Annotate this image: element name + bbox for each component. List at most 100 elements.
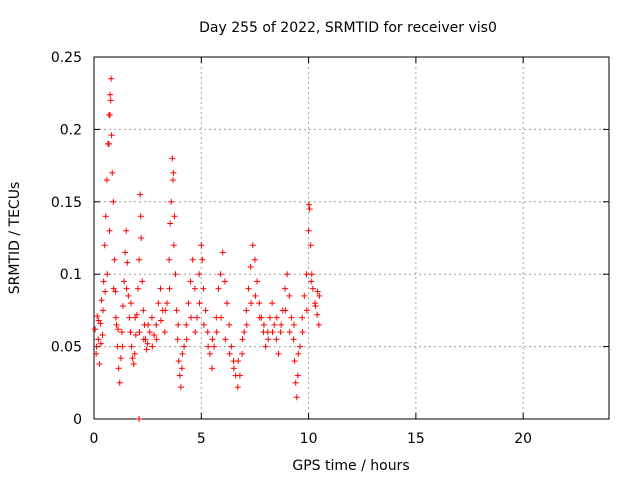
data-point bbox=[175, 321, 182, 328]
y-tick-label: 0.05 bbox=[51, 340, 82, 356]
data-point bbox=[269, 329, 276, 336]
data-point bbox=[187, 278, 194, 285]
data-point bbox=[166, 285, 173, 292]
data-point bbox=[108, 132, 115, 139]
data-point bbox=[134, 285, 141, 292]
data-point bbox=[199, 256, 206, 263]
data-point bbox=[139, 278, 146, 285]
data-point bbox=[308, 278, 315, 285]
data-point bbox=[104, 271, 111, 278]
data-point bbox=[290, 321, 297, 328]
data-point bbox=[96, 360, 103, 367]
data-point bbox=[284, 271, 291, 278]
data-point bbox=[314, 311, 321, 318]
data-point bbox=[286, 329, 293, 336]
data-point bbox=[140, 336, 147, 343]
data-point bbox=[230, 365, 237, 372]
data-point bbox=[224, 300, 231, 307]
data-point bbox=[125, 292, 132, 299]
y-tick-label: 0.2 bbox=[60, 122, 82, 138]
data-point bbox=[291, 358, 298, 365]
data-point bbox=[245, 285, 252, 292]
data-point bbox=[192, 329, 199, 336]
data-point bbox=[309, 285, 316, 292]
data-points bbox=[92, 75, 323, 422]
data-point bbox=[239, 350, 246, 357]
data-point bbox=[102, 213, 109, 220]
data-point bbox=[107, 97, 114, 104]
data-point bbox=[226, 321, 233, 328]
data-point bbox=[108, 75, 115, 82]
data-point bbox=[191, 285, 198, 292]
data-point bbox=[303, 307, 310, 314]
data-point bbox=[196, 271, 203, 278]
data-point bbox=[117, 355, 124, 362]
data-point bbox=[295, 350, 302, 357]
data-point bbox=[172, 271, 179, 278]
data-point bbox=[290, 336, 297, 343]
data-point bbox=[200, 285, 207, 292]
data-point bbox=[170, 169, 177, 176]
data-point bbox=[174, 336, 181, 343]
data-point bbox=[215, 285, 222, 292]
data-point bbox=[269, 300, 276, 307]
data-point bbox=[303, 271, 310, 278]
data-point bbox=[226, 350, 233, 357]
x-tick-labels: 0 5 10 15 20 bbox=[90, 431, 533, 447]
data-point bbox=[153, 336, 160, 343]
data-point bbox=[175, 358, 182, 365]
data-point bbox=[248, 300, 255, 307]
x-tick-label: 5 bbox=[197, 431, 206, 447]
data-point bbox=[161, 329, 168, 336]
data-point bbox=[92, 326, 99, 333]
data-point bbox=[136, 329, 143, 336]
data-point bbox=[273, 336, 280, 343]
data-point bbox=[177, 384, 184, 391]
data-point bbox=[132, 332, 139, 339]
data-point bbox=[100, 307, 107, 314]
data-point bbox=[204, 329, 211, 336]
data-point bbox=[137, 191, 144, 198]
data-point bbox=[112, 314, 119, 321]
data-point bbox=[109, 169, 116, 176]
data-point bbox=[266, 314, 273, 321]
data-point bbox=[286, 292, 293, 299]
data-point bbox=[249, 242, 256, 249]
data-point bbox=[228, 343, 235, 350]
data-point bbox=[157, 285, 164, 292]
data-point bbox=[292, 379, 299, 386]
data-point bbox=[115, 365, 122, 372]
data-point bbox=[241, 329, 248, 336]
data-point bbox=[127, 329, 134, 336]
data-point bbox=[136, 256, 143, 263]
data-point bbox=[102, 288, 109, 295]
data-point bbox=[243, 307, 250, 314]
data-point bbox=[107, 91, 114, 98]
data-point bbox=[140, 307, 147, 314]
data-point bbox=[288, 314, 295, 321]
data-point bbox=[209, 336, 216, 343]
data-point bbox=[168, 198, 175, 205]
data-point bbox=[301, 292, 308, 299]
data-point bbox=[189, 256, 196, 263]
data-point bbox=[93, 343, 100, 350]
data-point bbox=[95, 336, 102, 343]
data-point bbox=[123, 285, 130, 292]
y-tick-label: 0.15 bbox=[51, 195, 82, 211]
data-point bbox=[256, 314, 263, 321]
data-point bbox=[222, 336, 229, 343]
data-point bbox=[254, 278, 261, 285]
data-point bbox=[218, 314, 225, 321]
data-point bbox=[169, 155, 176, 162]
data-point bbox=[262, 343, 269, 350]
data-point bbox=[281, 285, 288, 292]
data-point bbox=[157, 317, 164, 324]
data-point bbox=[113, 321, 120, 328]
data-point bbox=[179, 350, 186, 357]
data-point bbox=[128, 343, 135, 350]
data-point bbox=[314, 288, 321, 295]
plot-frame bbox=[93, 56, 610, 420]
data-point bbox=[243, 321, 250, 328]
data-point bbox=[183, 336, 190, 343]
